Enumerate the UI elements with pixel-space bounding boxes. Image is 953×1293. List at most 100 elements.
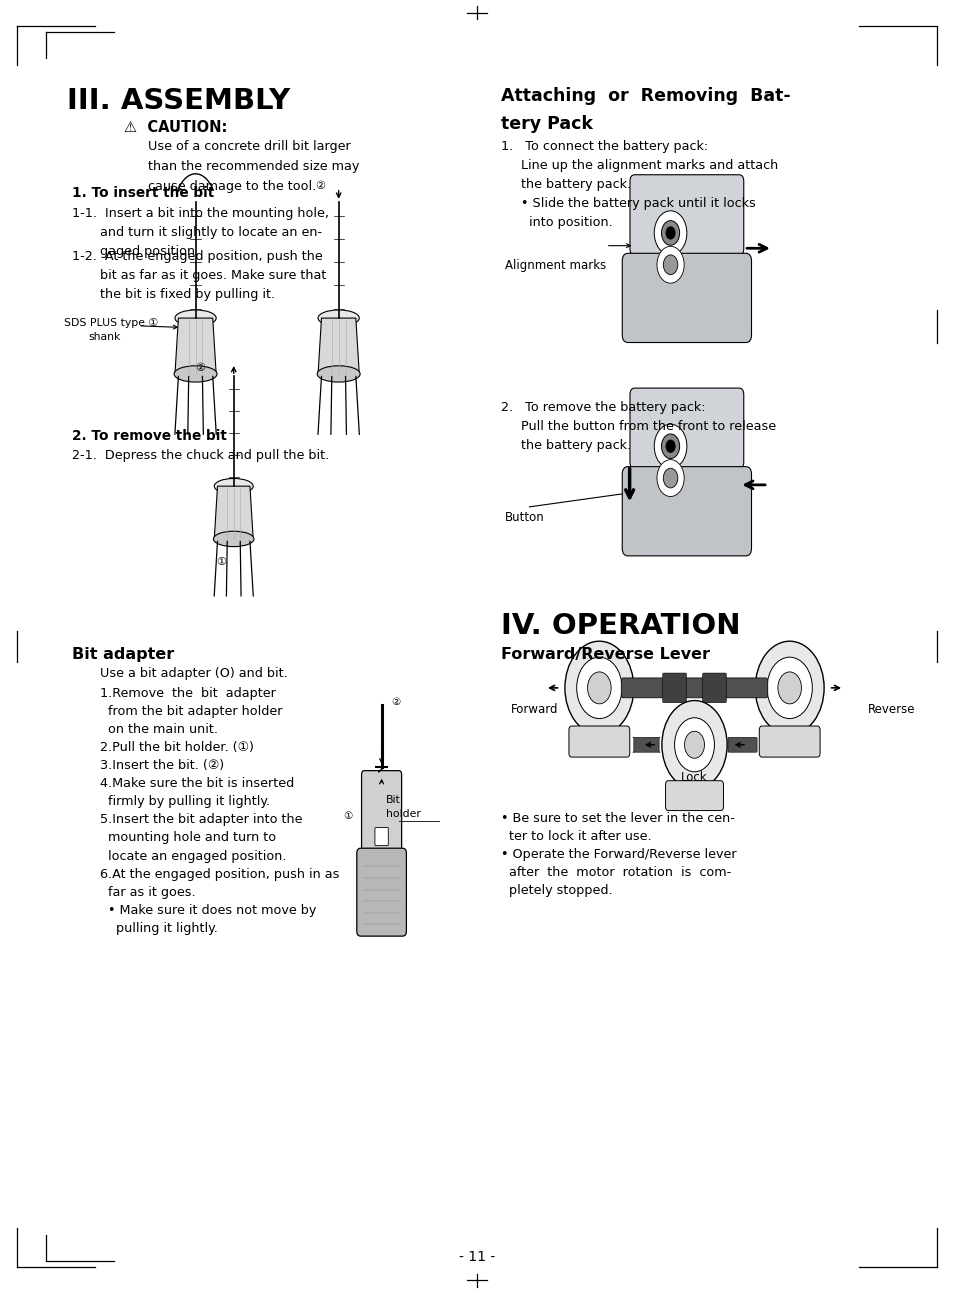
Text: than the recommended size may: than the recommended size may xyxy=(148,159,359,173)
Text: ter to lock it after use.: ter to lock it after use. xyxy=(500,830,651,843)
Ellipse shape xyxy=(317,310,359,326)
Text: the battery pack.: the battery pack. xyxy=(500,178,630,191)
Text: 3.Insert the bit. (②): 3.Insert the bit. (②) xyxy=(100,759,224,772)
Text: pulling it lightly.: pulling it lightly. xyxy=(100,922,218,935)
FancyBboxPatch shape xyxy=(620,678,767,698)
FancyBboxPatch shape xyxy=(629,175,743,255)
Text: the bit is fixed by pulling it.: the bit is fixed by pulling it. xyxy=(71,288,274,301)
Text: Forward: Forward xyxy=(511,703,558,716)
Circle shape xyxy=(766,657,811,719)
Text: • Operate the Forward/Reverse lever: • Operate the Forward/Reverse lever xyxy=(500,848,736,861)
Text: and turn it slightly to locate an en-: and turn it slightly to locate an en- xyxy=(71,226,321,239)
Text: ②: ② xyxy=(314,181,324,191)
Text: ①: ① xyxy=(216,556,226,566)
Text: • Make sure it does not move by: • Make sure it does not move by xyxy=(100,904,316,917)
Text: 5.Insert the bit adapter into the: 5.Insert the bit adapter into the xyxy=(100,813,302,826)
Circle shape xyxy=(660,434,679,459)
FancyBboxPatch shape xyxy=(356,848,406,936)
Text: Alignment marks: Alignment marks xyxy=(504,259,605,272)
Circle shape xyxy=(657,460,683,497)
Text: Attaching  or  Removing  Bat-: Attaching or Removing Bat- xyxy=(500,87,790,105)
Circle shape xyxy=(662,255,677,274)
Ellipse shape xyxy=(213,531,253,547)
FancyBboxPatch shape xyxy=(701,674,725,702)
Text: bit as far as it goes. Make sure that: bit as far as it goes. Make sure that xyxy=(71,269,326,282)
Polygon shape xyxy=(214,486,253,539)
Text: 1-2.  At the engaged position, push the: 1-2. At the engaged position, push the xyxy=(71,250,322,262)
Circle shape xyxy=(564,641,633,734)
Text: ①: ① xyxy=(343,811,353,821)
FancyBboxPatch shape xyxy=(621,467,751,556)
Text: SDS PLUS type ①: SDS PLUS type ① xyxy=(64,318,158,328)
Text: 1-1.  Insert a bit into the mounting hole,: 1-1. Insert a bit into the mounting hole… xyxy=(71,207,328,220)
Text: firmly by pulling it lightly.: firmly by pulling it lightly. xyxy=(100,795,270,808)
Text: shank: shank xyxy=(89,332,121,343)
Circle shape xyxy=(662,468,677,487)
Polygon shape xyxy=(317,318,359,374)
Text: tery Pack: tery Pack xyxy=(500,115,592,133)
Text: Pull the button from the front to release: Pull the button from the front to releas… xyxy=(500,420,775,433)
Circle shape xyxy=(654,424,686,468)
Text: the battery pack.: the battery pack. xyxy=(500,440,630,453)
Text: 1.   To connect the battery pack:: 1. To connect the battery pack: xyxy=(500,140,707,153)
Text: IV. OPERATION: IV. OPERATION xyxy=(500,612,740,640)
Text: 6.At the engaged position, push in as: 6.At the engaged position, push in as xyxy=(100,868,339,881)
FancyBboxPatch shape xyxy=(665,781,722,811)
Text: Bit adapter: Bit adapter xyxy=(71,646,173,662)
FancyBboxPatch shape xyxy=(759,725,820,758)
Text: Use of a concrete drill bit larger: Use of a concrete drill bit larger xyxy=(148,140,351,153)
Circle shape xyxy=(587,672,611,703)
Circle shape xyxy=(684,732,703,758)
Ellipse shape xyxy=(214,478,253,494)
Circle shape xyxy=(660,221,679,246)
FancyBboxPatch shape xyxy=(621,253,751,343)
Text: mounting hole and turn to: mounting hole and turn to xyxy=(100,831,276,844)
FancyBboxPatch shape xyxy=(375,828,388,846)
Polygon shape xyxy=(174,318,216,374)
Circle shape xyxy=(665,226,675,239)
Text: 2. To remove the bit: 2. To remove the bit xyxy=(71,429,226,443)
Text: ②: ② xyxy=(391,697,400,707)
Ellipse shape xyxy=(173,366,216,383)
FancyBboxPatch shape xyxy=(629,388,743,468)
Text: Line up the alignment marks and attach: Line up the alignment marks and attach xyxy=(500,159,778,172)
Text: gaged position.: gaged position. xyxy=(71,246,198,259)
Circle shape xyxy=(674,718,714,772)
Text: ②: ② xyxy=(195,363,205,374)
Circle shape xyxy=(576,657,621,719)
Text: 1.Remove  the  bit  adapter: 1.Remove the bit adapter xyxy=(100,687,275,700)
FancyBboxPatch shape xyxy=(662,674,685,702)
Text: holder: holder xyxy=(386,809,421,820)
Text: Forward/Reverse Lever: Forward/Reverse Lever xyxy=(500,646,709,662)
Text: after  the  motor  rotation  is  com-: after the motor rotation is com- xyxy=(500,866,730,879)
Text: 2.   To remove the battery pack:: 2. To remove the battery pack: xyxy=(500,401,704,414)
Text: Reverse: Reverse xyxy=(867,703,915,716)
Text: • Be sure to set the lever in the cen-: • Be sure to set the lever in the cen- xyxy=(500,812,734,825)
Text: Lock: Lock xyxy=(680,771,707,784)
FancyBboxPatch shape xyxy=(568,725,629,758)
Circle shape xyxy=(665,440,675,453)
Text: ⚠  CAUTION:: ⚠ CAUTION: xyxy=(124,120,227,136)
Text: 4.Make sure the bit is inserted: 4.Make sure the bit is inserted xyxy=(100,777,294,790)
Circle shape xyxy=(657,246,683,283)
Text: locate an engaged position.: locate an engaged position. xyxy=(100,850,286,862)
Circle shape xyxy=(661,701,726,789)
Text: 1. To insert the bit: 1. To insert the bit xyxy=(71,186,213,200)
Text: 2.Pull the bit holder. (①): 2.Pull the bit holder. (①) xyxy=(100,741,253,754)
Text: on the main unit.: on the main unit. xyxy=(100,723,218,736)
Text: cause damage to the tool.: cause damage to the tool. xyxy=(148,180,315,193)
Ellipse shape xyxy=(174,310,216,326)
Text: far as it goes.: far as it goes. xyxy=(100,886,195,899)
FancyBboxPatch shape xyxy=(632,737,659,753)
Text: III. ASSEMBLY: III. ASSEMBLY xyxy=(67,87,290,115)
FancyBboxPatch shape xyxy=(361,771,401,853)
Text: 2-1.  Depress the chuck and pull the bit.: 2-1. Depress the chuck and pull the bit. xyxy=(71,449,329,462)
Text: from the bit adapter holder: from the bit adapter holder xyxy=(100,705,282,718)
Circle shape xyxy=(777,672,801,703)
Text: • Slide the battery pack until it locks: • Slide the battery pack until it locks xyxy=(500,197,755,209)
Ellipse shape xyxy=(316,366,359,383)
Text: Button: Button xyxy=(504,511,544,524)
Text: Use a bit adapter (O) and bit.: Use a bit adapter (O) and bit. xyxy=(100,667,288,680)
FancyBboxPatch shape xyxy=(727,737,757,753)
Circle shape xyxy=(755,641,823,734)
